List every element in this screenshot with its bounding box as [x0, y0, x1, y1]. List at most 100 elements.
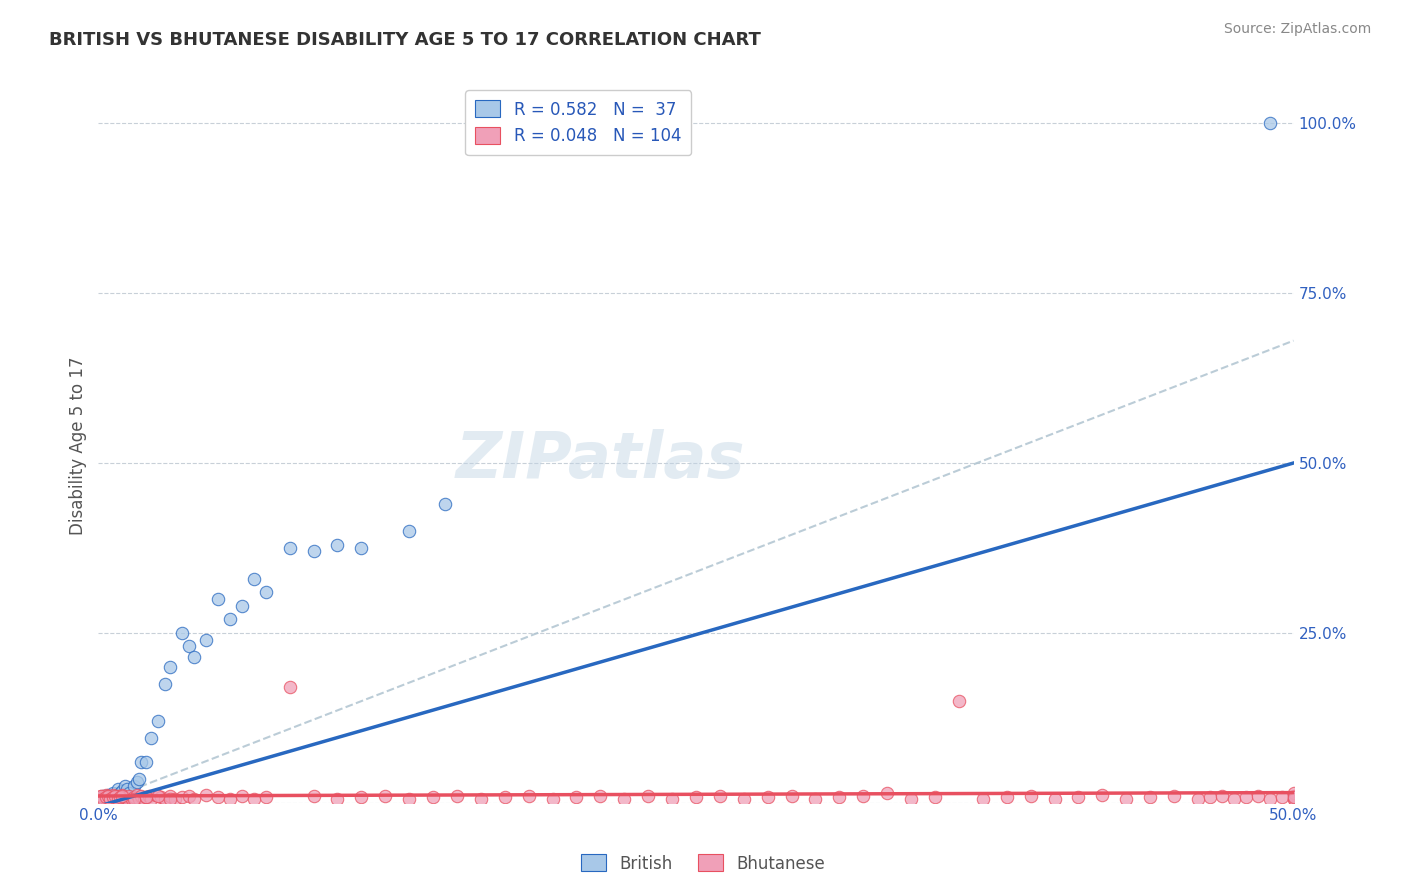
- Point: [115, 782, 138, 797]
- Point: [108, 790, 131, 805]
- Point: [231, 789, 253, 803]
- Point: [1258, 116, 1281, 130]
- Point: [828, 790, 851, 805]
- Point: [302, 789, 325, 803]
- Point: [94, 790, 117, 805]
- Point: [101, 792, 124, 806]
- Point: [91, 789, 114, 803]
- Legend: British, Bhutanese: British, Bhutanese: [575, 847, 831, 880]
- Point: [1187, 792, 1209, 806]
- Point: [148, 714, 170, 729]
- Point: [254, 585, 277, 599]
- Point: [1115, 792, 1137, 806]
- Point: [972, 792, 994, 806]
- Point: [159, 789, 181, 803]
- Point: [231, 599, 253, 613]
- Text: BRITISH VS BHUTANESE DISABILITY AGE 5 TO 17 CORRELATION CHART: BRITISH VS BHUTANESE DISABILITY AGE 5 TO…: [49, 31, 761, 49]
- Point: [108, 786, 131, 800]
- Point: [1139, 790, 1161, 805]
- Point: [114, 790, 136, 805]
- Point: [107, 782, 129, 797]
- Point: [108, 792, 131, 806]
- Point: [107, 789, 129, 803]
- Point: [98, 792, 122, 806]
- Point: [138, 789, 160, 803]
- Point: [661, 792, 683, 806]
- Point: [155, 677, 177, 691]
- Point: [131, 755, 153, 769]
- Point: [159, 792, 181, 806]
- Point: [517, 789, 540, 803]
- Text: ZIPatlas: ZIPatlas: [456, 429, 745, 491]
- Point: [1163, 789, 1185, 803]
- Point: [1234, 790, 1257, 805]
- Point: [101, 786, 124, 800]
- Point: [124, 790, 146, 805]
- Point: [219, 612, 242, 626]
- Point: [254, 790, 277, 805]
- Point: [101, 790, 124, 805]
- Point: [243, 572, 266, 586]
- Point: [1282, 786, 1305, 800]
- Point: [565, 790, 588, 805]
- Point: [948, 694, 970, 708]
- Point: [163, 792, 186, 806]
- Point: [111, 788, 134, 802]
- Point: [1282, 792, 1305, 806]
- Point: [125, 775, 148, 789]
- Point: [139, 792, 162, 806]
- Point: [733, 792, 755, 806]
- Text: Source: ZipAtlas.com: Source: ZipAtlas.com: [1223, 22, 1371, 37]
- Point: [219, 792, 242, 806]
- Point: [207, 790, 229, 805]
- Point: [194, 632, 218, 647]
- Point: [1282, 792, 1305, 806]
- Point: [446, 789, 468, 803]
- Point: [470, 792, 492, 806]
- Point: [128, 772, 150, 786]
- Point: [132, 792, 155, 806]
- Point: [121, 792, 143, 806]
- Point: [207, 591, 229, 606]
- Point: [278, 680, 301, 694]
- Point: [613, 792, 636, 806]
- Point: [115, 792, 138, 806]
- Point: [1067, 790, 1090, 805]
- Point: [1043, 792, 1066, 806]
- Point: [1282, 789, 1305, 803]
- Point: [852, 789, 875, 803]
- Point: [302, 544, 325, 558]
- Point: [685, 790, 707, 805]
- Legend: R = 0.582   N =  37, R = 0.048   N = 104: R = 0.582 N = 37, R = 0.048 N = 104: [465, 90, 692, 155]
- Point: [94, 788, 117, 802]
- Point: [179, 789, 201, 803]
- Point: [756, 790, 779, 805]
- Point: [172, 626, 194, 640]
- Point: [159, 660, 181, 674]
- Point: [326, 537, 349, 551]
- Point: [98, 789, 122, 803]
- Point: [1271, 790, 1294, 805]
- Point: [374, 789, 396, 803]
- Point: [128, 792, 150, 806]
- Point: [179, 640, 201, 654]
- Point: [1211, 789, 1233, 803]
- Point: [995, 790, 1018, 805]
- Point: [398, 524, 420, 538]
- Point: [94, 792, 117, 806]
- Point: [172, 790, 194, 805]
- Point: [900, 792, 922, 806]
- Point: [155, 792, 177, 806]
- Point: [90, 789, 112, 803]
- Point: [589, 789, 612, 803]
- Point: [101, 788, 124, 802]
- Point: [97, 789, 120, 803]
- Point: [422, 790, 444, 805]
- Point: [98, 792, 122, 806]
- Point: [148, 789, 170, 803]
- Point: [111, 789, 134, 803]
- Point: [135, 790, 157, 805]
- Point: [124, 792, 146, 806]
- Point: [1258, 792, 1281, 806]
- Point: [1198, 790, 1220, 805]
